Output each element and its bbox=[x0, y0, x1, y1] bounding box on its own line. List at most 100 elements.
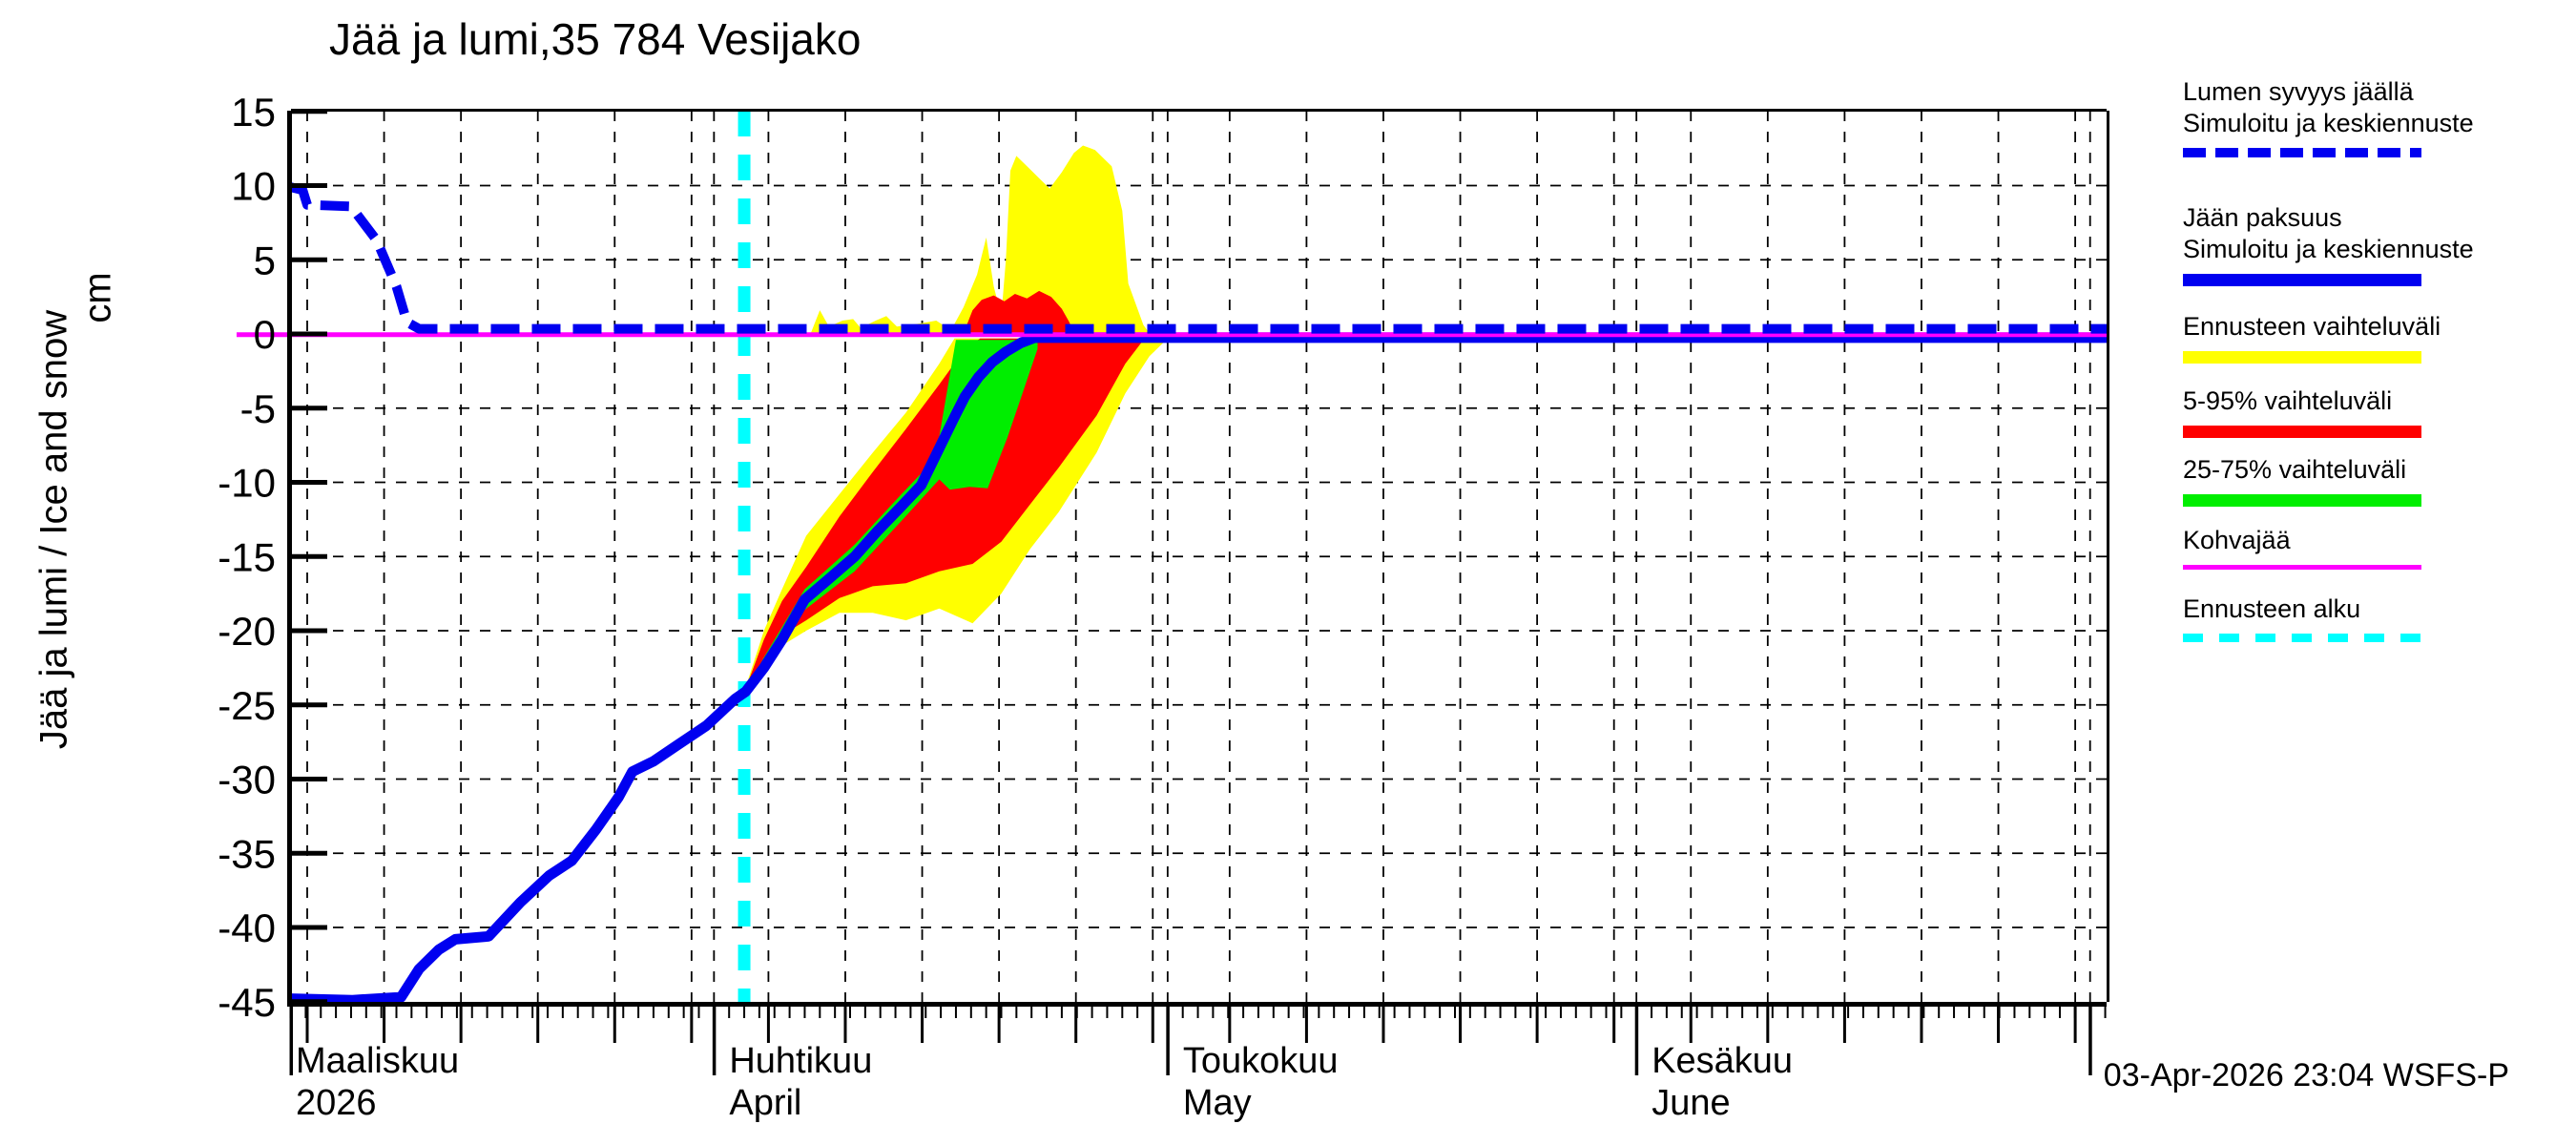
legend-entry-label: Ennusteen vaihteluväli bbox=[2183, 312, 2441, 341]
x-medium-tick bbox=[997, 1007, 1001, 1043]
x-minor-tick bbox=[637, 1007, 640, 1018]
x-minor-tick bbox=[1861, 1007, 1864, 1018]
x-minor-tick bbox=[1287, 1007, 1290, 1018]
x-minor-tick bbox=[1892, 1007, 1895, 1018]
x-medium-tick bbox=[536, 1007, 540, 1043]
x-minor-tick bbox=[1091, 1007, 1093, 1018]
x-minor-tick bbox=[1439, 1007, 1442, 1018]
x-medium-tick bbox=[459, 1007, 463, 1043]
x-medium-tick bbox=[305, 1007, 309, 1043]
x-minor-tick bbox=[410, 1007, 413, 1018]
x-minor-tick bbox=[1514, 1007, 1517, 1018]
x-minor-tick bbox=[395, 1007, 398, 1018]
y-tick bbox=[291, 628, 327, 634]
month-tick bbox=[712, 1007, 717, 1075]
y-tick-label: -25 bbox=[218, 683, 276, 728]
legend-entry: Ennusteen alku bbox=[2183, 593, 2565, 642]
y-tick-label: -10 bbox=[218, 461, 276, 506]
x-medium-tick bbox=[843, 1007, 847, 1043]
y-tick-label: -30 bbox=[218, 758, 276, 802]
legend-entry-label: Simuloitu ja keskiennuste bbox=[2183, 109, 2474, 137]
month-label: Huhtikuu bbox=[729, 1041, 872, 1081]
x-minor-tick bbox=[985, 1007, 987, 1018]
x-minor-tick bbox=[954, 1007, 957, 1018]
x-minor-tick bbox=[364, 1007, 367, 1018]
month-sublabel: June bbox=[1652, 1083, 1730, 1123]
x-minor-tick bbox=[2104, 1007, 2107, 1018]
y-tick bbox=[291, 702, 327, 708]
x-minor-tick bbox=[1801, 1007, 1804, 1018]
x-medium-tick bbox=[1842, 1007, 1846, 1043]
x-minor-tick bbox=[1484, 1007, 1486, 1018]
legend-swatch-blue bbox=[2183, 274, 2421, 286]
x-minor-tick bbox=[969, 1007, 972, 1018]
y-tick bbox=[291, 925, 327, 930]
x-medium-tick bbox=[613, 1007, 616, 1043]
x-minor-tick bbox=[697, 1007, 700, 1018]
y-tick bbox=[291, 257, 327, 262]
y-tick-label: -35 bbox=[218, 831, 276, 876]
y-tick-label: -5 bbox=[240, 386, 276, 431]
x-medium-tick bbox=[1612, 1007, 1616, 1043]
timestamp: 03-Apr-2026 23:04 WSFS-P bbox=[2103, 1057, 2509, 1093]
x-minor-tick bbox=[2028, 1007, 2031, 1018]
x-minor-tick bbox=[349, 1007, 352, 1018]
legend-entry-label: 5-95% vaihteluväli bbox=[2183, 386, 2393, 415]
x-minor-tick bbox=[682, 1007, 685, 1018]
y-tick-label: 15 bbox=[231, 90, 276, 135]
x-minor-tick bbox=[2044, 1007, 2046, 1018]
x-minor-tick bbox=[1907, 1007, 1910, 1018]
legend-entry: Kohvajää bbox=[2183, 525, 2565, 570]
x-medium-tick bbox=[1381, 1007, 1385, 1043]
x-minor-tick bbox=[1953, 1007, 1956, 1018]
x-minor-tick bbox=[1136, 1007, 1139, 1018]
x-minor-tick bbox=[1378, 1007, 1381, 1018]
x-minor-tick bbox=[1651, 1007, 1653, 1018]
x-minor-tick bbox=[1786, 1007, 1789, 1018]
y-tick-label: -40 bbox=[218, 906, 276, 950]
x-medium-tick bbox=[690, 1007, 694, 1043]
x-minor-tick bbox=[1741, 1007, 1744, 1018]
legend-entry-label: Ennusteen alku bbox=[2183, 594, 2361, 623]
x-minor-tick bbox=[1060, 1007, 1063, 1018]
x-minor-tick bbox=[380, 1007, 383, 1018]
x-minor-tick bbox=[1106, 1007, 1109, 1018]
x-medium-tick bbox=[766, 1007, 770, 1043]
x-minor-tick bbox=[652, 1007, 654, 1018]
legend-swatch-blue bbox=[2183, 148, 2421, 157]
x-minor-tick bbox=[501, 1007, 504, 1018]
month-label: Maaliskuu bbox=[296, 1041, 459, 1081]
x-minor-tick bbox=[1605, 1007, 1608, 1018]
x-medium-tick bbox=[1228, 1007, 1232, 1043]
legend-entry-label: 25-75% vaihteluväli bbox=[2183, 455, 2407, 484]
x-minor-tick bbox=[607, 1007, 610, 1018]
x-medium-tick bbox=[2073, 1007, 2077, 1043]
x-medium-tick bbox=[1074, 1007, 1078, 1043]
y-tick bbox=[291, 850, 327, 856]
x-minor-tick bbox=[470, 1007, 473, 1018]
x-minor-tick bbox=[1756, 1007, 1758, 1018]
x-minor-tick bbox=[516, 1007, 519, 1018]
x-minor-tick bbox=[1302, 1007, 1305, 1018]
x-minor-tick bbox=[940, 1007, 943, 1018]
x-medium-tick bbox=[1459, 1007, 1463, 1043]
x-minor-tick bbox=[819, 1007, 821, 1018]
x-minor-tick bbox=[1227, 1007, 1230, 1018]
ice-thickness-line bbox=[290, 332, 2108, 1006]
x-medium-tick bbox=[1304, 1007, 1308, 1043]
frame-top bbox=[291, 109, 2107, 112]
legend-entry: Lumen syvyys jäällä Simuloitu ja keskienn… bbox=[2183, 76, 2565, 157]
x-minor-tick bbox=[788, 1007, 791, 1018]
x-minor-tick bbox=[1922, 1007, 1925, 1018]
y-tick bbox=[291, 406, 327, 411]
x-minor-tick bbox=[2013, 1007, 2016, 1018]
legend-entry: Ennusteen vaihteluväli bbox=[2183, 311, 2565, 364]
month-tick bbox=[1166, 1007, 1170, 1075]
x-minor-tick bbox=[1938, 1007, 1941, 1018]
band-red bbox=[963, 290, 1074, 334]
x-minor-tick bbox=[622, 1007, 625, 1018]
x-minor-tick bbox=[1559, 1007, 1562, 1018]
x-minor-tick bbox=[743, 1007, 746, 1018]
legend-entry-label: Jään paksuus bbox=[2183, 203, 2342, 232]
legend-swatch-magenta bbox=[2183, 565, 2421, 570]
